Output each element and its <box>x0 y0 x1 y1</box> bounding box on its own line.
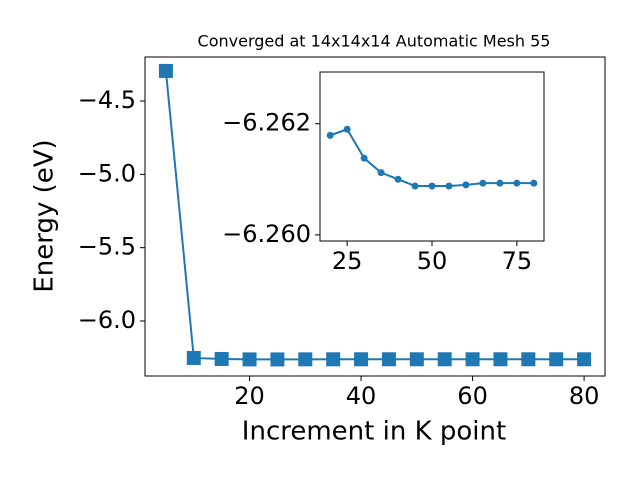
x-tick-label: 40 <box>346 382 377 410</box>
x-tick-label: 75 <box>502 247 533 275</box>
chart-title: Converged at 14x14x14 Automatic Mesh 55 <box>198 32 551 51</box>
y-tick-label: −5.5 <box>78 233 136 261</box>
marker <box>186 350 201 365</box>
marker <box>530 179 538 187</box>
marker <box>343 125 351 133</box>
marker <box>513 179 521 187</box>
x-axis-label: Increment in K point <box>242 417 506 447</box>
x-tick-label: 60 <box>457 382 488 410</box>
marker <box>411 182 419 190</box>
marker <box>445 182 453 190</box>
marker <box>493 352 508 367</box>
marker <box>381 352 396 367</box>
axes-frame <box>319 71 545 242</box>
y-tick-label: −6.262 <box>222 109 311 137</box>
marker <box>354 352 369 367</box>
marker <box>158 63 173 78</box>
y-axis-label: Energy (eV) <box>30 139 60 292</box>
marker <box>214 351 229 366</box>
marker <box>465 352 480 367</box>
y-tick-label: −4.5 <box>78 86 136 114</box>
marker <box>270 352 285 367</box>
marker <box>521 352 536 367</box>
marker <box>549 352 564 367</box>
marker <box>394 175 402 183</box>
plot-area <box>320 72 544 241</box>
marker <box>496 179 504 187</box>
series-line <box>164 70 585 361</box>
marker <box>360 154 368 162</box>
x-tick-label: 20 <box>234 382 265 410</box>
marker <box>409 352 424 367</box>
marker <box>577 352 592 367</box>
x-tick-label: 80 <box>569 382 600 410</box>
axes-frame <box>144 56 606 377</box>
y-tick-label: −6.260 <box>222 220 311 248</box>
marker <box>298 352 313 367</box>
y-tick-label: −5.0 <box>78 159 136 187</box>
marker <box>428 182 436 190</box>
x-tick-label: 50 <box>417 247 448 275</box>
marker <box>377 169 385 177</box>
marker <box>326 131 334 139</box>
marker <box>326 352 341 367</box>
marker <box>242 352 257 367</box>
marker <box>437 352 452 367</box>
marker <box>462 181 470 189</box>
y-tick-label: −6.0 <box>78 306 136 334</box>
x-tick-label: 25 <box>332 247 363 275</box>
marker <box>479 179 487 187</box>
